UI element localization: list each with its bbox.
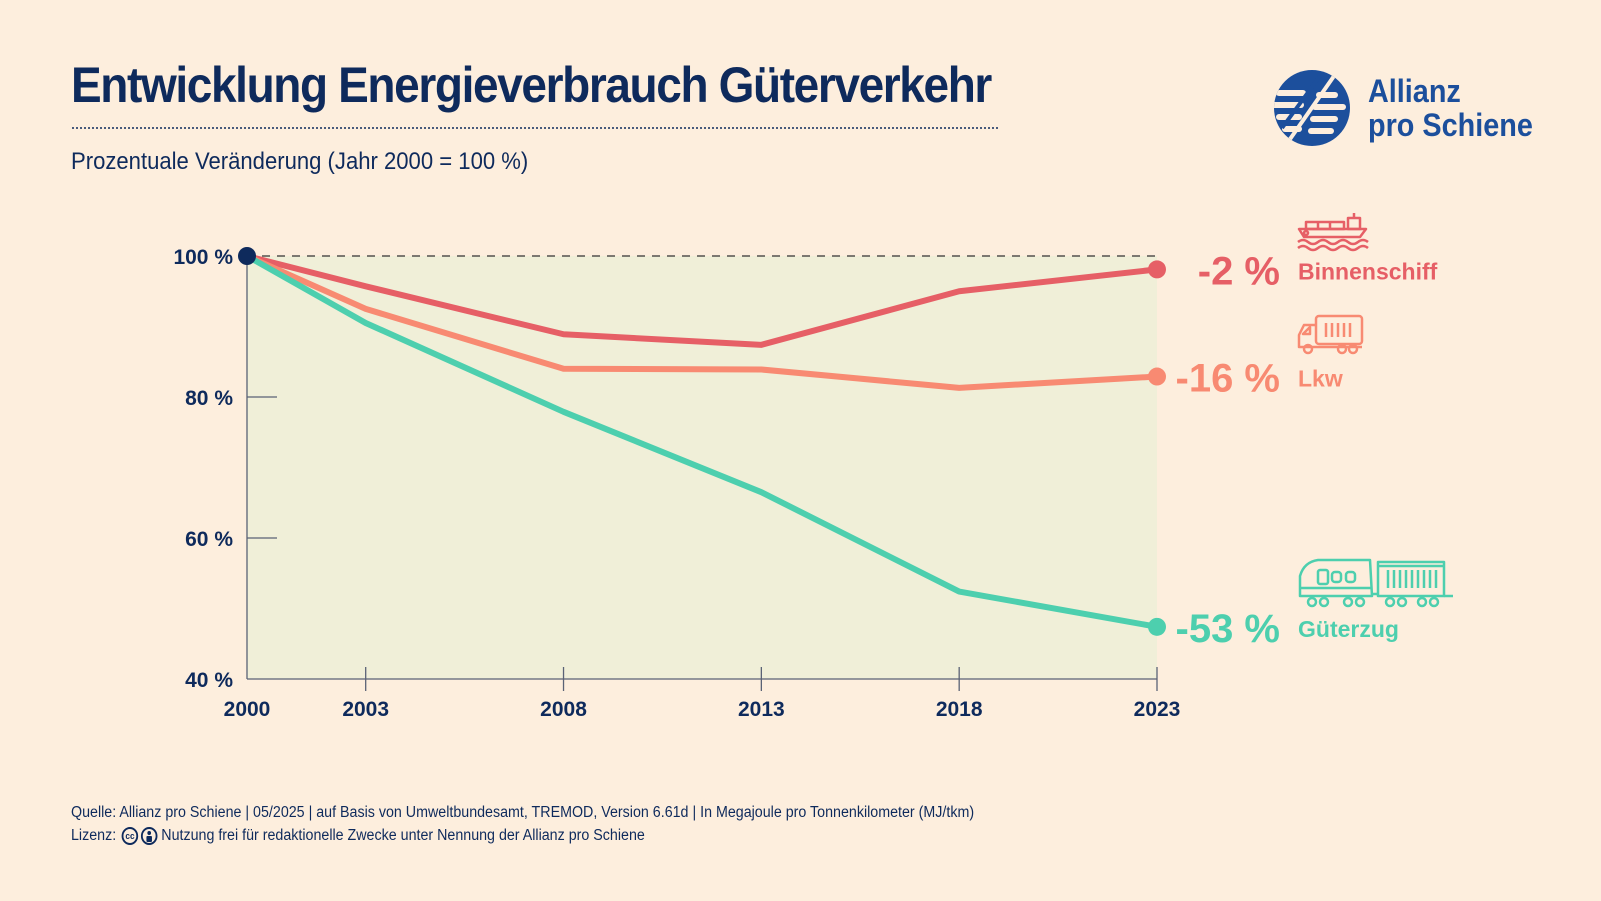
y-tick-label: 100 % (173, 246, 233, 269)
change-label: -2 % (1198, 249, 1280, 293)
source-text: Quelle: Allianz pro Schiene | 05/2025 | … (71, 804, 975, 821)
series-name-label: Lkw (1298, 366, 1343, 392)
logo-line-2: pro Schiene (1368, 107, 1533, 143)
inland-ship-icon (1297, 213, 1369, 252)
rail-logo-icon (1274, 70, 1350, 146)
axes: 100 % 80 % 60 % 40 % 2000 2003 2008 2013 2018 202… (173, 246, 1180, 721)
start-point (238, 247, 256, 265)
footer: Quelle: Allianz pro Schiene | 05/2025 | … (71, 801, 974, 847)
series-labels: -2 % Binnenschiff -16 % Lkw -53 % Güterzug (1176, 249, 1438, 650)
chart-subtitle: Prozentuale Veränderung (Jahr 2000 = 100… (71, 148, 529, 175)
x-tick-label: 2013 (738, 698, 785, 721)
change-label: -53 % (1176, 607, 1281, 651)
series-end-point (1148, 367, 1166, 386)
series-layer (238, 247, 1166, 636)
source-line: Quelle: Allianz pro Schiene | 05/2025 | … (71, 801, 974, 824)
title-divider (72, 127, 998, 129)
logo-line-1: Allianz (1368, 73, 1461, 109)
truck-icon (1297, 314, 1364, 355)
by-icon (141, 826, 158, 845)
license-line: Lizenz: cc Nutzung frei für redaktionell… (71, 824, 974, 847)
series-name-label: Binnenschiff (1298, 258, 1438, 284)
allianz-pro-schiene-logo: Allianz pro Schiene (1274, 70, 1574, 150)
series-name-label: Güterzug (1298, 616, 1399, 642)
x-tick-label: 2000 (224, 698, 271, 721)
cc-icon: cc (121, 826, 139, 845)
y-tick-label: 80 % (185, 387, 233, 410)
change-label: -16 % (1176, 357, 1281, 401)
x-tick-label: 2018 (936, 698, 983, 721)
series-end-point (1148, 617, 1166, 636)
x-tick-label: 2003 (342, 698, 389, 721)
series-line-0 (244, 253, 1160, 348)
series-end-point (1148, 260, 1166, 279)
license-text: Nutzung frei für redaktionelle Zwecke un… (161, 827, 645, 844)
x-tick-label: 2008 (540, 698, 587, 721)
y-tick-label: 40 % (185, 669, 233, 692)
license-label: Lizenz: (71, 827, 117, 844)
series-line-2 (244, 253, 1160, 630)
logo-wordmark: Allianz pro Schiene (1368, 74, 1533, 142)
freight-train-icon (1298, 558, 1453, 608)
chart-title: Entwicklung Energieverbrauch Güterverkeh… (71, 57, 992, 113)
y-tick-label: 60 % (185, 528, 233, 551)
series-line-1 (244, 253, 1160, 391)
x-tick-label: 2023 (1134, 698, 1181, 721)
